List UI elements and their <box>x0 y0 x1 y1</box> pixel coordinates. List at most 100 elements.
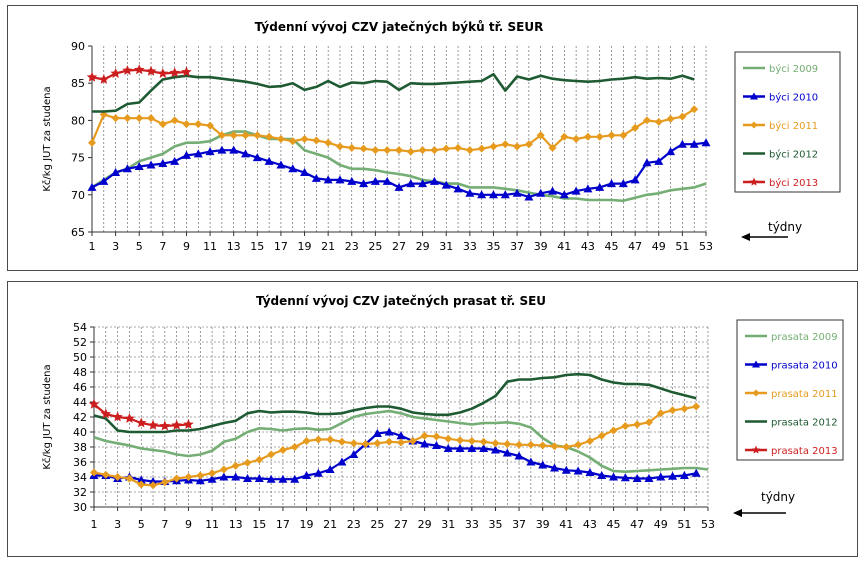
data-point <box>302 471 312 479</box>
data-point <box>550 442 559 451</box>
x-tick-label: 1 <box>91 518 98 531</box>
data-point <box>632 474 642 482</box>
data-point <box>278 446 287 454</box>
data-point <box>609 426 618 435</box>
data-point <box>385 437 394 446</box>
data-point <box>692 402 701 411</box>
data-point <box>347 176 357 185</box>
data-point <box>325 465 335 473</box>
data-point <box>113 473 122 481</box>
x-tick-label: 19 <box>300 518 314 531</box>
data-point <box>136 417 147 428</box>
x-tick-label: 27 <box>394 518 408 531</box>
data-point <box>444 434 453 443</box>
data-point <box>219 472 229 481</box>
data-point <box>231 461 240 470</box>
x-tick-label: 49 <box>652 240 666 253</box>
chart-title: Týdenní vývoj CZV jatečných býků tř. SEU… <box>255 20 544 34</box>
data-point <box>515 440 524 449</box>
data-point <box>501 140 510 149</box>
legend: býci 2009 býci 2010 býci 2011 býci 2012 býci… <box>734 51 841 193</box>
series-býci-2010 <box>87 138 711 201</box>
y-axis-label: Kč/kg JUT za studena <box>41 86 53 191</box>
y-tick-label: 46 <box>73 381 87 394</box>
x-tick-label: 51 <box>675 240 689 253</box>
data-point <box>607 179 617 188</box>
data-point <box>145 65 157 76</box>
data-point <box>326 435 335 444</box>
data-point <box>574 440 583 449</box>
y-tick-label: 40 <box>73 426 87 439</box>
data-point <box>607 131 616 140</box>
data-point <box>335 142 344 151</box>
data-point <box>122 164 132 173</box>
series-line <box>93 409 709 473</box>
y-tick-label: 48 <box>73 366 87 379</box>
data-point <box>158 159 168 168</box>
x-tick-label: 37 <box>510 240 524 253</box>
data-point <box>585 437 594 445</box>
data-point <box>562 443 571 451</box>
x-tick-label: 47 <box>628 240 642 253</box>
data-point <box>90 468 98 477</box>
data-point <box>597 431 606 440</box>
data-point <box>195 476 205 485</box>
data-point <box>111 167 121 176</box>
legend-marker <box>751 445 761 454</box>
data-point <box>561 465 571 474</box>
legend-label: prasata 2012 <box>771 418 838 429</box>
data-point <box>384 427 394 436</box>
data-point <box>371 146 380 155</box>
x-tick-label: 23 <box>345 240 359 253</box>
x-tick-label: 53 <box>701 518 715 531</box>
data-point <box>642 116 651 125</box>
legend-label: prasata 2010 <box>771 361 838 372</box>
x-tick-label: 21 <box>321 240 335 253</box>
chart-title: Týdenní vývoj CZV jatečných prasat tř. S… <box>256 294 546 308</box>
data-point <box>429 176 439 185</box>
data-point <box>312 136 321 145</box>
y-tick-label: 90 <box>71 40 85 53</box>
data-point <box>644 418 653 427</box>
data-point <box>677 139 687 148</box>
y-tick-label: 34 <box>73 471 87 484</box>
y-tick-label: 30 <box>73 501 87 514</box>
y-tick-label: 52 <box>73 336 87 349</box>
y-tick-label: 85 <box>71 77 85 90</box>
data-point <box>243 458 252 467</box>
data-point <box>252 153 262 162</box>
y-tick-label: 36 <box>73 456 87 469</box>
data-point <box>477 190 487 199</box>
data-point <box>524 140 533 149</box>
data-point <box>149 481 158 490</box>
x-tick-label: 13 <box>227 240 241 253</box>
x-tick-label: 35 <box>488 518 502 531</box>
data-point <box>431 441 441 449</box>
data-point <box>491 439 500 448</box>
data-point <box>668 406 677 415</box>
x-tick-label: 25 <box>370 518 384 531</box>
data-point <box>453 184 463 193</box>
series-býci-2009 <box>91 130 707 203</box>
x-tick-label: 13 <box>229 518 243 531</box>
data-point <box>654 117 663 126</box>
data-point <box>254 474 264 482</box>
data-point <box>666 114 675 123</box>
data-point <box>490 445 500 454</box>
data-point <box>500 190 510 199</box>
data-point <box>147 419 159 430</box>
series-line <box>93 405 697 487</box>
data-point <box>217 131 226 140</box>
data-point <box>181 150 191 159</box>
data-point <box>488 190 498 199</box>
data-point <box>264 156 274 165</box>
legend-marker <box>752 360 760 368</box>
data-point <box>123 114 132 123</box>
legend-marker <box>750 92 758 100</box>
data-point <box>536 131 545 140</box>
data-point <box>88 398 100 409</box>
data-point <box>630 175 640 184</box>
legend-marker <box>749 177 759 186</box>
data-point <box>550 463 559 472</box>
data-point <box>619 131 628 140</box>
